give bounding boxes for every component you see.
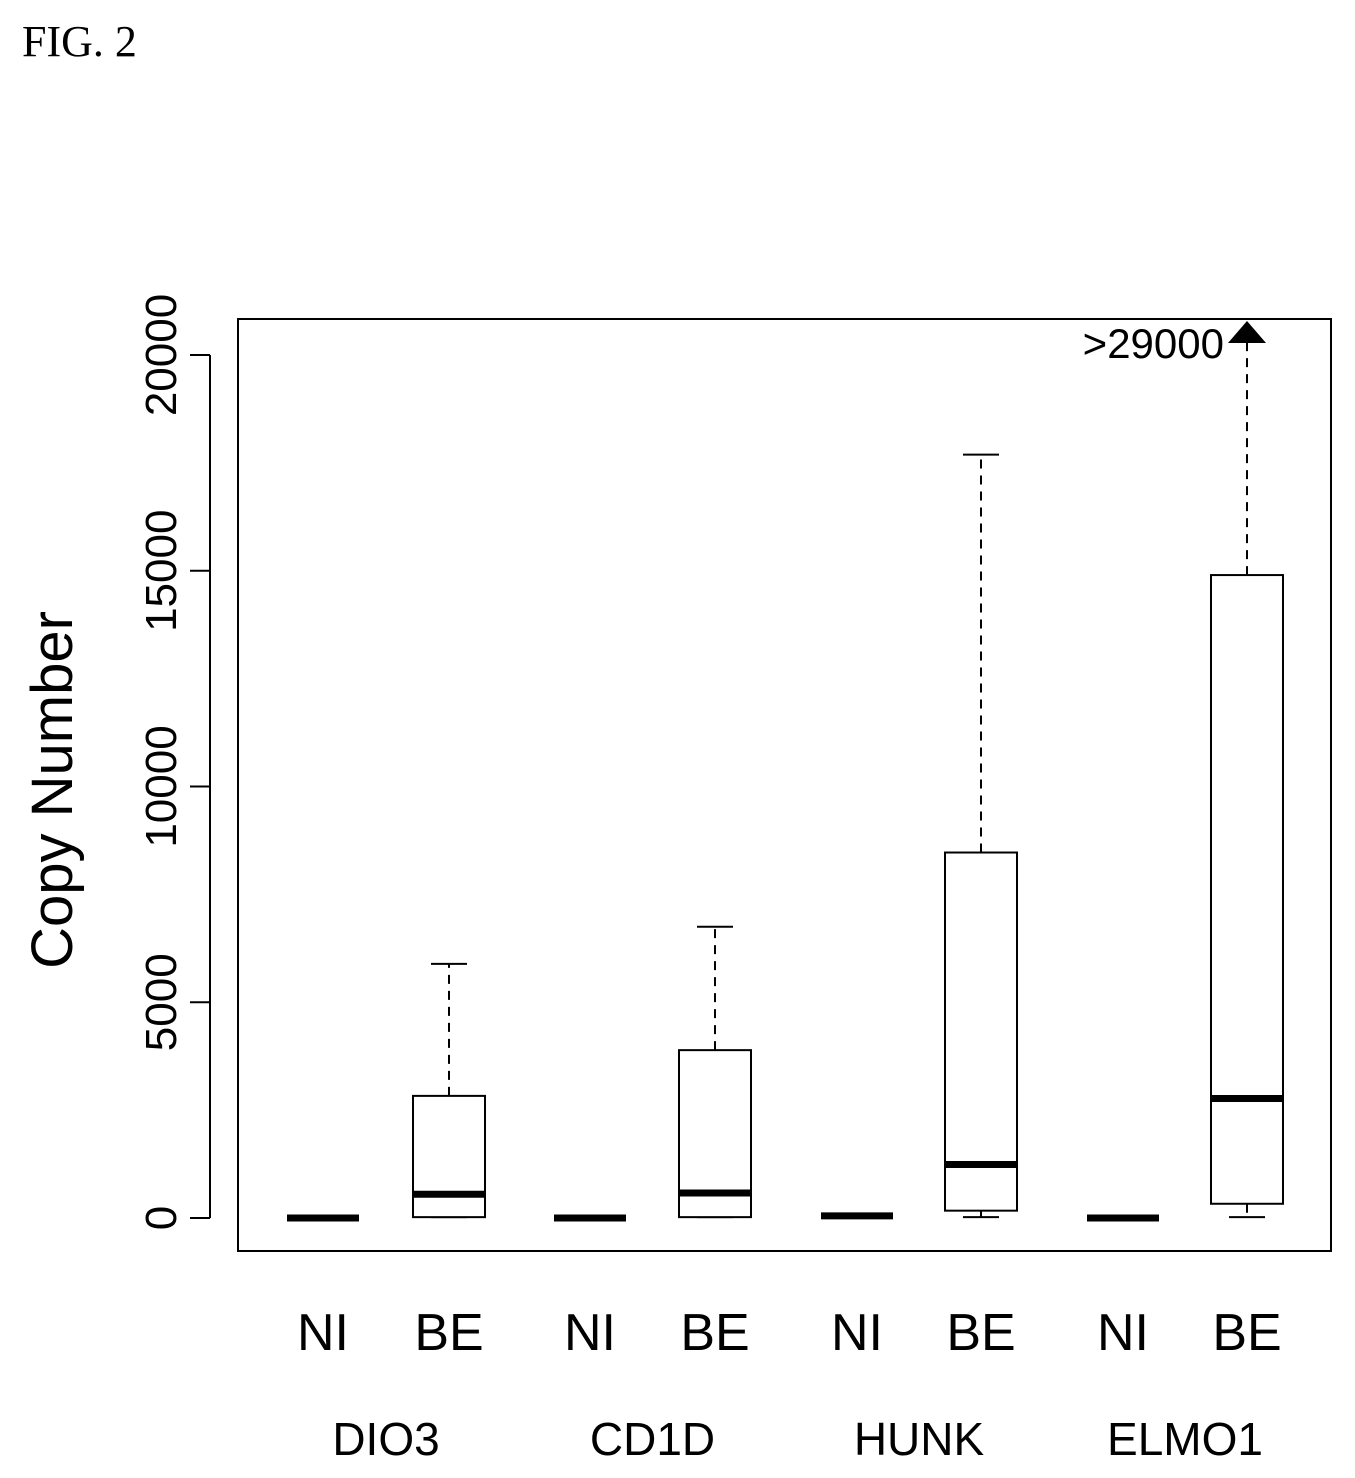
- x-category-label: BE: [946, 1304, 1015, 1362]
- figure-label: FIG. 2: [22, 17, 137, 66]
- box-body: [1210, 574, 1284, 1205]
- x-group-label: CD1D: [590, 1413, 715, 1465]
- x-category-label: BE: [680, 1304, 749, 1362]
- off-scale-arrow: [1228, 321, 1266, 343]
- box-dio3-be: [412, 962, 486, 1219]
- y-axis-label: Copy Number: [20, 611, 85, 969]
- box-body: [678, 1049, 752, 1219]
- x-category-label: NI: [297, 1304, 349, 1362]
- y-tick-label: 20000: [137, 294, 186, 416]
- box-cd1d-be: [678, 925, 752, 1219]
- y-tick-label: 10000: [137, 725, 186, 847]
- x-group-label: DIO3: [332, 1413, 439, 1465]
- annotation-label: >29000: [1083, 320, 1224, 367]
- x-category-label: NI: [1097, 1304, 1149, 1362]
- x-group-label: HUNK: [854, 1413, 985, 1465]
- box-elmo1-be: [1210, 321, 1284, 1219]
- box-body: [412, 1094, 486, 1219]
- x-category-label: BE: [1212, 1304, 1281, 1362]
- x-category-label: NI: [564, 1304, 616, 1362]
- box-hunk-be: [944, 453, 1018, 1219]
- y-tick-label: 15000: [137, 510, 186, 632]
- x-group-label: ELMO1: [1107, 1413, 1263, 1465]
- box-body: [944, 851, 1018, 1212]
- y-tick-label: 0: [137, 1206, 186, 1230]
- x-category-label: BE: [414, 1304, 483, 1362]
- y-tick-label: 5000: [137, 953, 186, 1051]
- x-category-label: NI: [831, 1304, 883, 1362]
- plot-frame: [237, 318, 1332, 1252]
